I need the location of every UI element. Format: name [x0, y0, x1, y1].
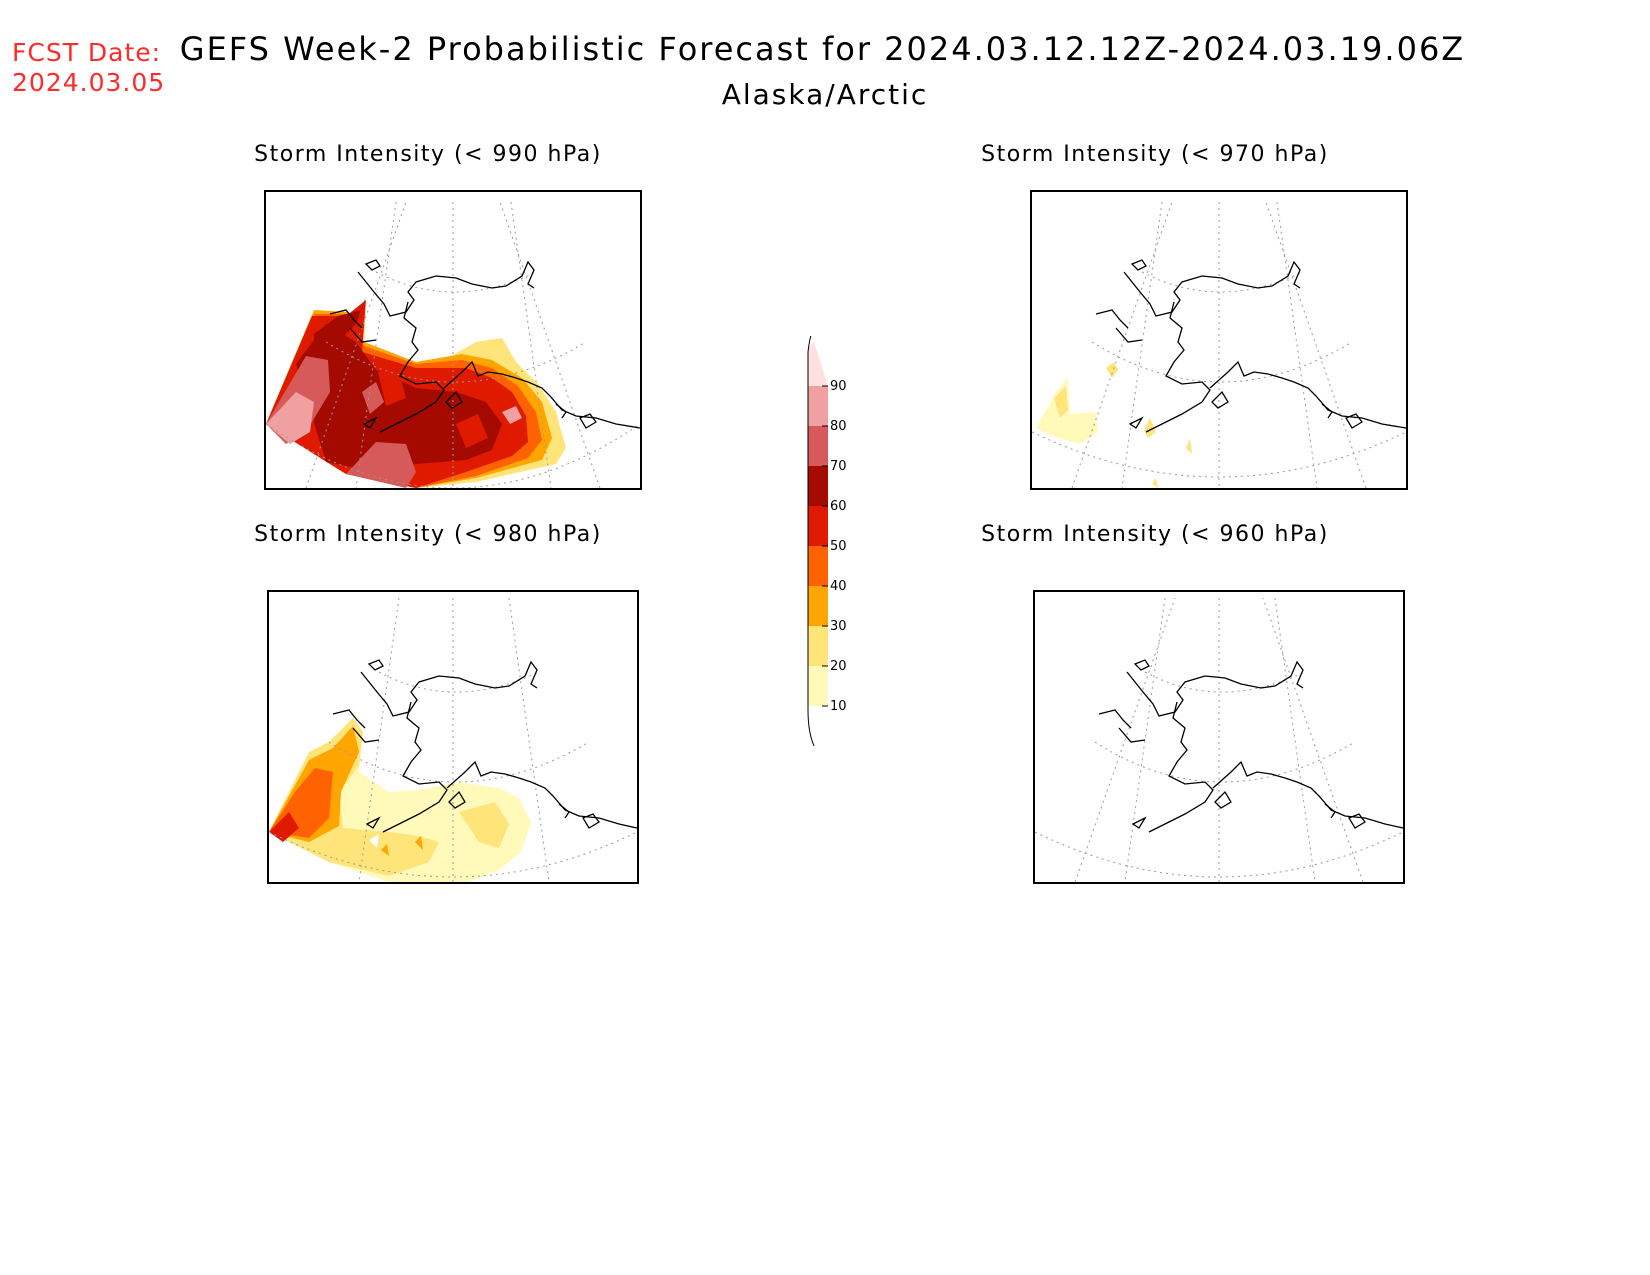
map-panel-960 — [1033, 590, 1405, 884]
colorbar-swatch-9 — [808, 342, 828, 386]
colorbar-swatch-5 — [808, 506, 828, 546]
colorbar-swatch-2 — [808, 626, 828, 666]
fcst-date-value: 2024.03.05 — [12, 68, 166, 97]
colorbar-swatch-1 — [808, 666, 828, 706]
colorbar-label-10: 10 — [830, 699, 847, 714]
coastline — [332, 659, 637, 833]
colorbar-label-20: 20 — [830, 659, 847, 674]
colorbar-label-80: 80 — [830, 419, 847, 434]
panel-title-990: Storm Intensity (< 990 hPa) — [254, 142, 602, 167]
map-panel-970 — [1030, 190, 1408, 490]
coastline — [1098, 659, 1403, 833]
panel-title-980: Storm Intensity (< 980 hPa) — [254, 522, 602, 547]
probability-shading-990 — [266, 296, 566, 488]
probability-shading-980 — [269, 718, 531, 882]
panel-title-970: Storm Intensity (< 970 hPa) — [981, 142, 1329, 167]
colorbar-label-70: 70 — [830, 459, 847, 474]
map-panel-990 — [264, 190, 642, 490]
page-title: GEFS Week-2 Probabilistic Forecast for 2… — [179, 30, 1466, 68]
panel-title-960: Storm Intensity (< 960 hPa) — [981, 522, 1329, 547]
latlon-grid — [1035, 597, 1403, 882]
forecast-date-label: FCST Date: 2024.03.05 — [12, 38, 165, 98]
colorbar-label-40: 40 — [830, 579, 847, 594]
colorbar-swatch-3 — [808, 586, 828, 626]
colorbar-tail — [807, 706, 815, 747]
colorbar-swatch-4 — [808, 546, 828, 586]
region-title: Alaska/Arctic — [721, 78, 929, 111]
map-panel-980 — [267, 590, 639, 884]
latlon-grid — [1032, 201, 1406, 488]
colorbar-swatch-8 — [808, 386, 828, 426]
colorbar-label-30: 30 — [830, 619, 847, 634]
colorbar-swatch-6 — [808, 466, 828, 506]
coastline — [329, 259, 640, 433]
colorbar-swatch-7 — [808, 426, 828, 466]
coastline — [1095, 259, 1406, 433]
colorbar-svg: 10 20 30 40 50 60 70 80 90 — [807, 327, 847, 747]
colorbar-label-60: 60 — [830, 499, 847, 514]
colorbar-label-90: 90 — [830, 379, 847, 394]
colorbar-label-50: 50 — [830, 539, 847, 554]
fcst-date-caption: FCST Date: — [12, 38, 162, 67]
colorbar: 10 20 30 40 50 60 70 80 90 — [800, 327, 860, 750]
probability-shading-970 — [1036, 362, 1192, 488]
